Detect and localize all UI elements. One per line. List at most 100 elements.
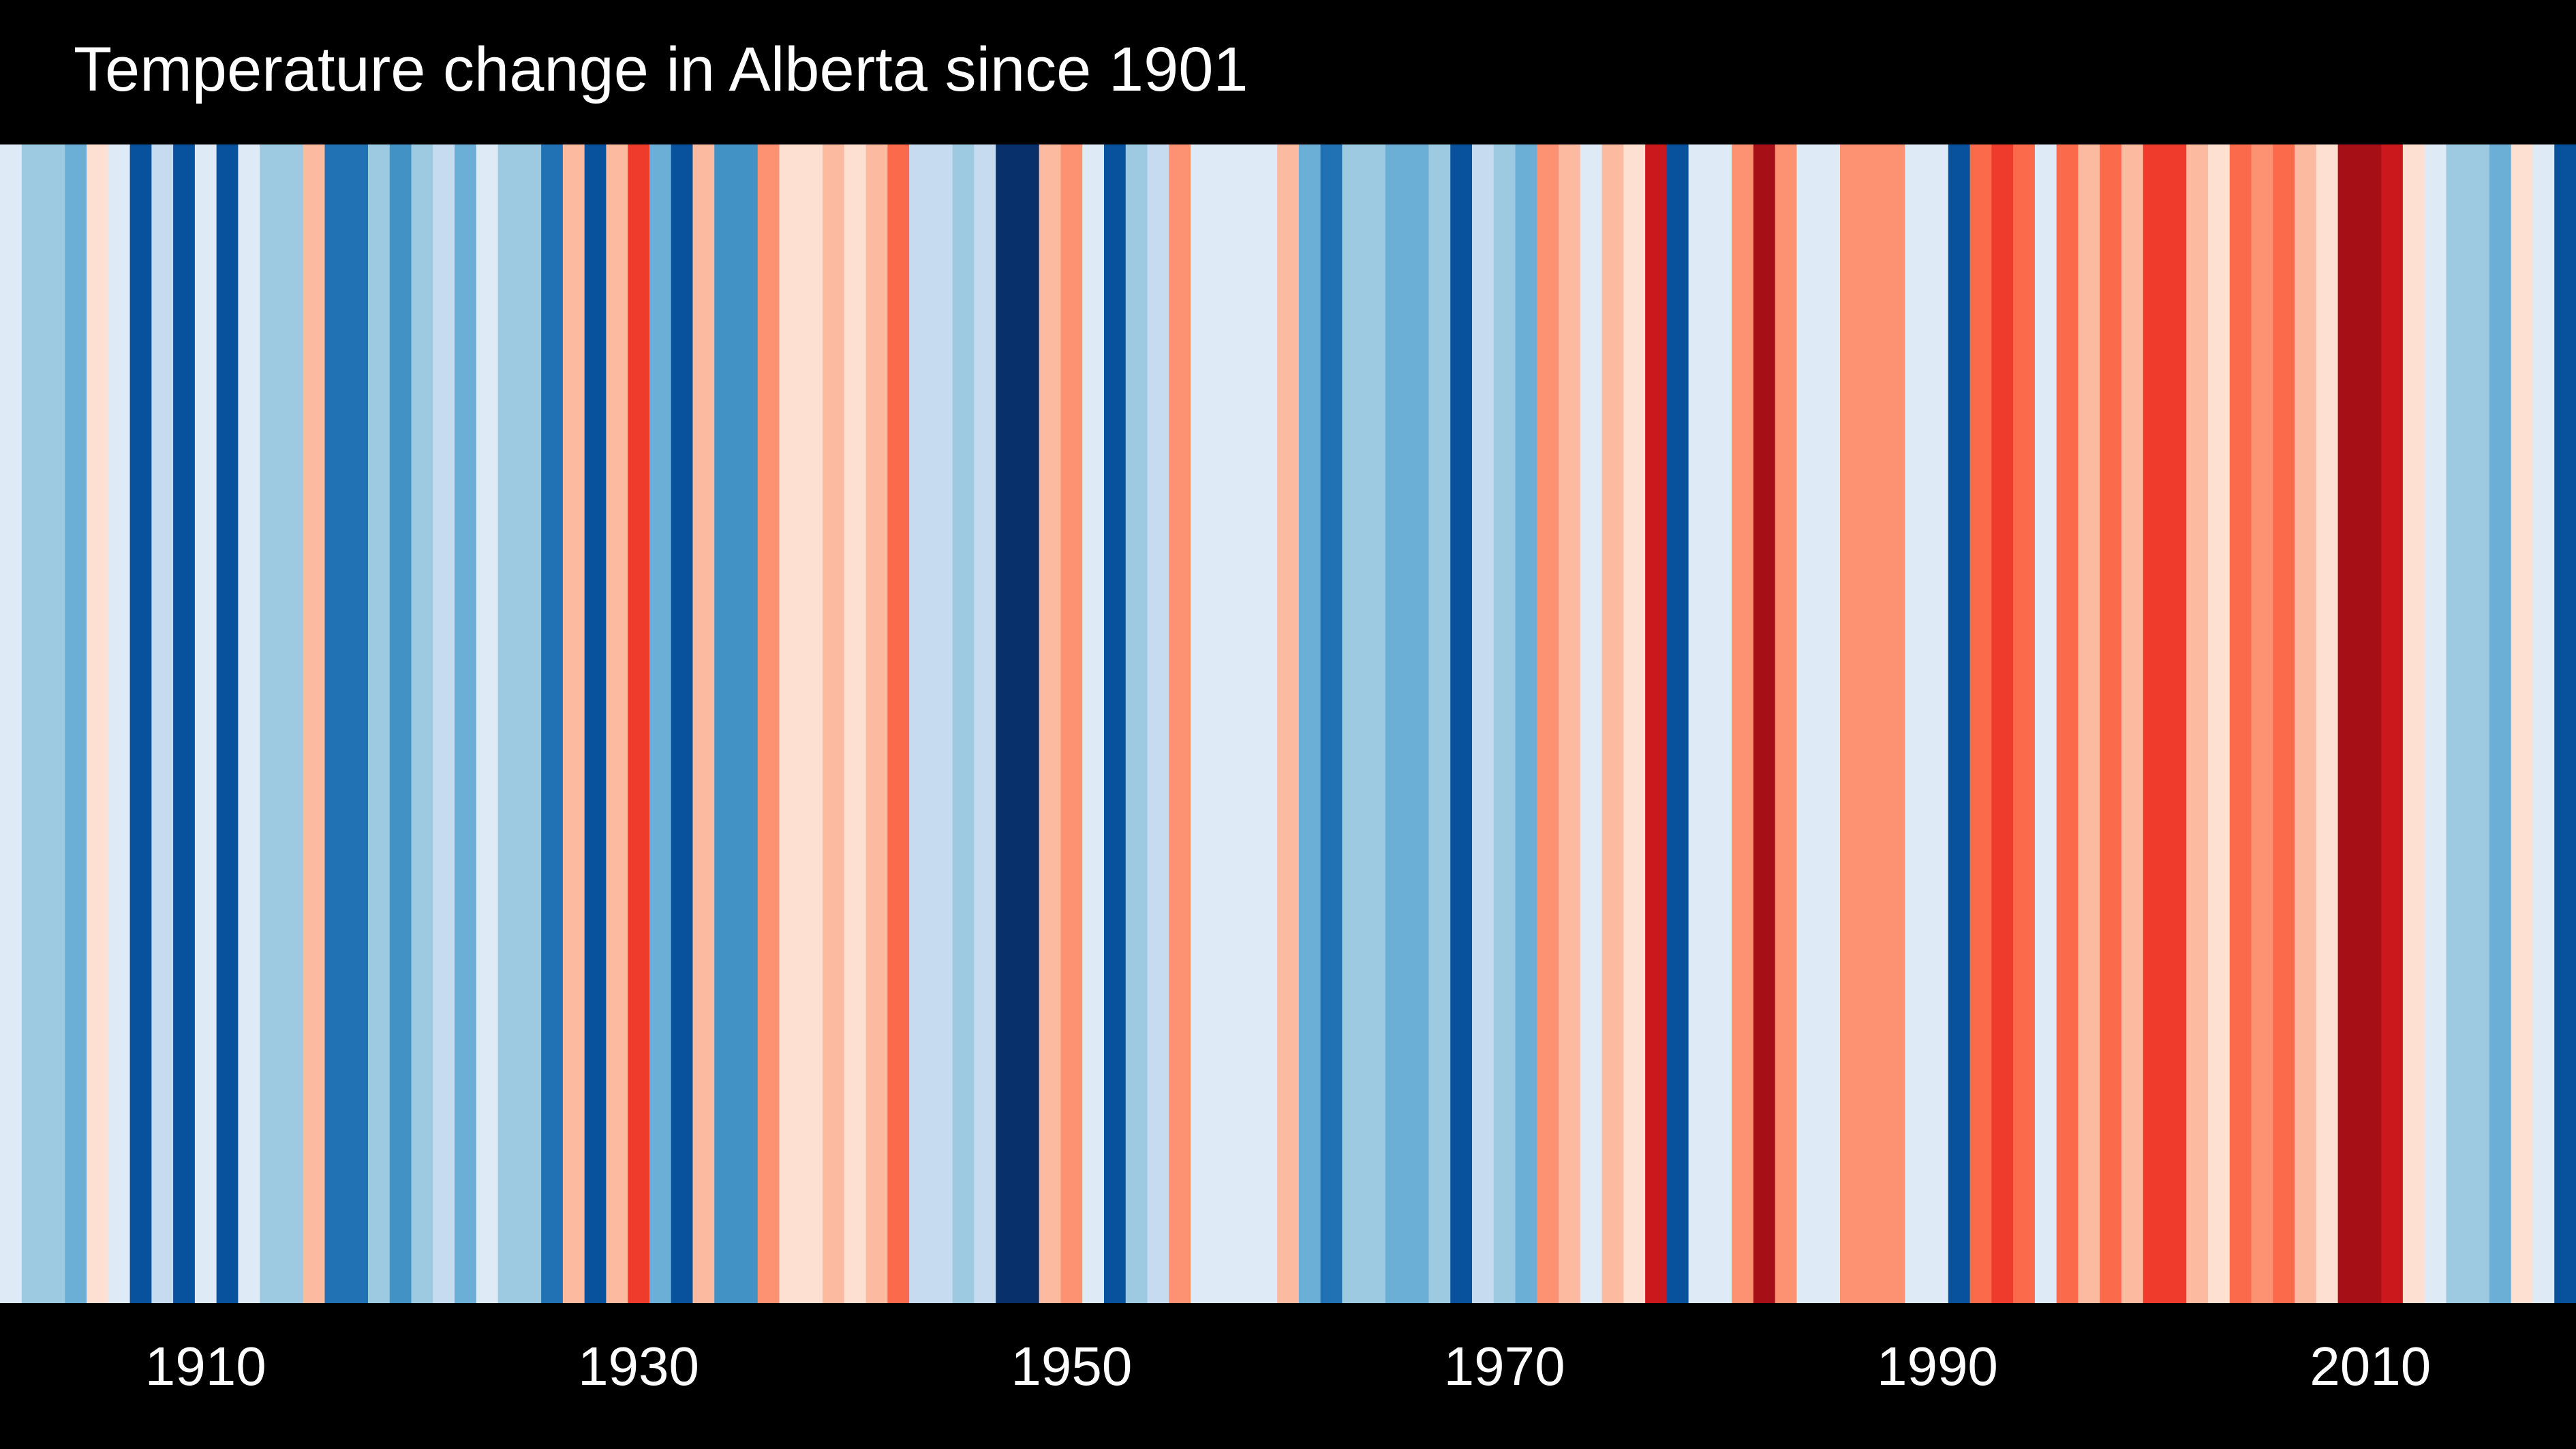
x-tick-label: 1950 — [1011, 1336, 1133, 1397]
stripe-1929 — [606, 144, 628, 1303]
stripe-1942 — [887, 144, 910, 1303]
stripe-1961 — [1298, 144, 1321, 1303]
stripe-1936 — [757, 144, 780, 1303]
stripe-1926 — [541, 144, 564, 1303]
stripe-1935 — [736, 144, 758, 1303]
x-tick-label: 1910 — [144, 1336, 266, 1397]
stripe-1968 — [1450, 144, 1473, 1303]
stripe-1971 — [1515, 144, 1537, 1303]
stripe-1990 — [1927, 144, 1949, 1303]
stripe-2006 — [2273, 144, 2295, 1303]
stripe-1963 — [1342, 144, 1364, 1303]
stripe-1910 — [194, 144, 217, 1303]
stripe-1928 — [584, 144, 607, 1303]
stripe-2004 — [2229, 144, 2252, 1303]
stripe-1986 — [1840, 144, 1862, 1303]
stripe-1902 — [21, 144, 44, 1303]
stripe-1903 — [43, 144, 65, 1303]
stripe-1994 — [2013, 144, 2036, 1303]
stripe-1906 — [108, 144, 131, 1303]
stripe-1988 — [1883, 144, 1905, 1303]
stripe-2019 — [2554, 144, 2576, 1303]
stripe-1970 — [1493, 144, 1516, 1303]
warming-stripes — [0, 144, 2576, 1303]
stripe-1925 — [519, 144, 542, 1303]
stripe-2010 — [2359, 144, 2382, 1303]
stripe-1992 — [1969, 144, 1992, 1303]
stripe-1978 — [1666, 144, 1689, 1303]
stripe-2018 — [2532, 144, 2555, 1303]
stripe-1947 — [996, 144, 1018, 1303]
stripe-1945 — [952, 144, 975, 1303]
stripe-2002 — [2186, 144, 2209, 1303]
stripe-1955 — [1169, 144, 1191, 1303]
stripe-1908 — [151, 144, 174, 1303]
stripe-1917 — [346, 144, 369, 1303]
stripe-1958 — [1233, 144, 1256, 1303]
stripe-1969 — [1472, 144, 1494, 1303]
stripe-1957 — [1212, 144, 1235, 1303]
stripe-1967 — [1428, 144, 1451, 1303]
stripe-1975 — [1601, 144, 1624, 1303]
stripe-1933 — [692, 144, 715, 1303]
stripe-1931 — [649, 144, 672, 1303]
x-tick-label: 1990 — [1876, 1336, 1998, 1397]
stripe-1983 — [1775, 144, 1798, 1303]
stripe-2009 — [2337, 144, 2360, 1303]
stripe-1919 — [389, 144, 412, 1303]
stripe-1989 — [1905, 144, 1927, 1303]
stripe-1922 — [455, 144, 477, 1303]
stripe-2016 — [2489, 144, 2512, 1303]
stripe-1997 — [2078, 144, 2100, 1303]
stripe-1972 — [1537, 144, 1559, 1303]
stripe-2012 — [2402, 144, 2425, 1303]
stripe-1912 — [238, 144, 260, 1303]
chart-title: Temperature change in Alberta since 1901 — [74, 35, 1248, 104]
stripe-1982 — [1753, 144, 1776, 1303]
stripe-2014 — [2446, 144, 2468, 1303]
stripe-1932 — [671, 144, 694, 1303]
stripe-1924 — [497, 144, 520, 1303]
stripe-1949 — [1039, 144, 1062, 1303]
x-tick-label: 1930 — [578, 1336, 700, 1397]
stripe-1959 — [1255, 144, 1278, 1303]
stripe-1920 — [411, 144, 433, 1303]
stripe-1980 — [1710, 144, 1732, 1303]
stripe-1976 — [1623, 144, 1646, 1303]
stripe-1918 — [368, 144, 390, 1303]
stripe-2001 — [2164, 144, 2187, 1303]
stripe-2013 — [2424, 144, 2447, 1303]
stripe-1996 — [2056, 144, 2079, 1303]
stripe-1941 — [865, 144, 888, 1303]
stripe-1984 — [1796, 144, 1819, 1303]
stripe-1966 — [1407, 144, 1430, 1303]
stripe-1965 — [1385, 144, 1408, 1303]
stripe-1956 — [1191, 144, 1213, 1303]
stripe-1946 — [974, 144, 996, 1303]
stripe-1916 — [324, 144, 347, 1303]
stripe-2003 — [2208, 144, 2230, 1303]
stripe-1909 — [173, 144, 196, 1303]
stripe-1998 — [2100, 144, 2122, 1303]
stripe-1913 — [260, 144, 282, 1303]
stripe-1950 — [1060, 144, 1083, 1303]
stripe-1951 — [1082, 144, 1105, 1303]
stripe-2007 — [2295, 144, 2317, 1303]
stripe-1991 — [1948, 144, 1971, 1303]
stripe-1985 — [1818, 144, 1841, 1303]
stripe-1905 — [87, 144, 109, 1303]
stripe-1944 — [930, 144, 953, 1303]
stripe-1927 — [562, 144, 585, 1303]
stripe-1954 — [1147, 144, 1169, 1303]
stripe-1973 — [1559, 144, 1581, 1303]
stripe-1904 — [65, 144, 87, 1303]
stripe-1914 — [281, 144, 304, 1303]
stripe-2000 — [2143, 144, 2166, 1303]
stripe-1901 — [0, 144, 22, 1303]
x-tick-label: 1970 — [1443, 1336, 1565, 1397]
stripe-1962 — [1320, 144, 1343, 1303]
stripe-2015 — [2468, 144, 2490, 1303]
stripe-1948 — [1017, 144, 1040, 1303]
x-axis — [0, 1303, 2576, 1449]
stripe-1960 — [1277, 144, 1300, 1303]
